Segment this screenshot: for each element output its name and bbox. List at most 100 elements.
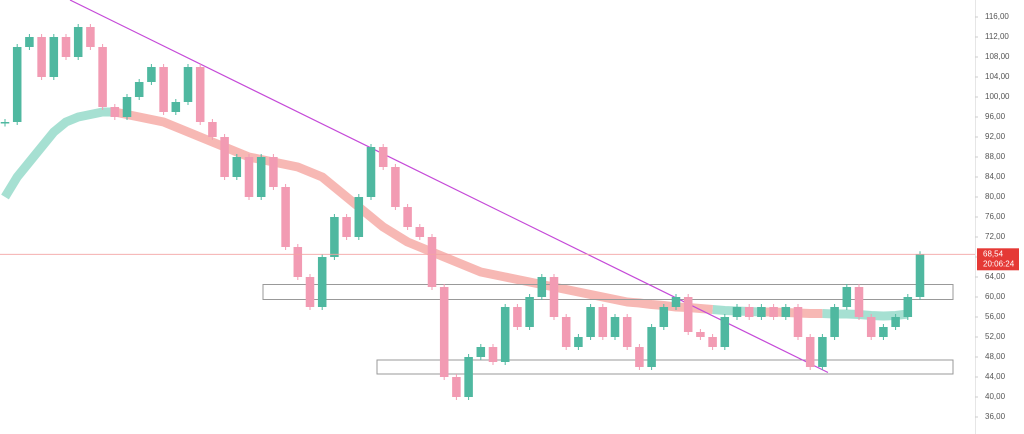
candle	[647, 327, 656, 367]
candle	[281, 187, 290, 247]
y-tick-label: 40,00	[985, 392, 1006, 401]
candle	[256, 157, 266, 197]
candle	[317, 257, 327, 307]
candle	[574, 337, 583, 347]
candle	[586, 307, 595, 337]
candle	[122, 97, 132, 117]
candle	[854, 287, 864, 317]
y-tick-label: 92,00	[985, 132, 1006, 141]
candle	[415, 227, 425, 237]
candle	[147, 67, 156, 82]
candle	[476, 347, 486, 357]
candle	[598, 307, 608, 337]
candle	[549, 277, 559, 317]
countdown: 20:06:24	[983, 259, 1015, 268]
candle	[903, 297, 913, 317]
candle	[25, 37, 34, 47]
candle	[452, 377, 461, 397]
candle	[622, 317, 632, 347]
candle	[220, 137, 229, 177]
candle	[37, 37, 46, 77]
candle	[769, 307, 778, 317]
candle	[378, 147, 388, 167]
candle	[525, 297, 534, 327]
moving-average	[1, 107, 909, 321]
y-tick-label: 104,00	[985, 72, 1010, 81]
y-tick-label: 60,00	[985, 292, 1006, 301]
candle	[342, 217, 351, 237]
candle	[391, 167, 400, 207]
candle	[500, 307, 510, 362]
candle	[842, 287, 852, 307]
trendline	[69, 0, 829, 374]
y-tick-label: 52,00	[985, 332, 1006, 341]
candle	[757, 307, 766, 317]
candle	[537, 277, 547, 297]
candle	[354, 197, 364, 237]
y-tick-label: 48,00	[985, 352, 1006, 361]
candle	[720, 317, 730, 347]
last-price-label: 68,54	[983, 249, 1004, 258]
candle	[110, 107, 120, 117]
candle	[891, 317, 900, 327]
y-tick-label: 80,00	[985, 192, 1006, 201]
candle	[439, 287, 449, 377]
y-tick-label: 76,00	[985, 212, 1006, 221]
candle	[879, 327, 888, 337]
last-price-tag	[977, 248, 1019, 271]
candle	[49, 37, 59, 77]
candle	[293, 247, 303, 277]
candle	[171, 102, 181, 112]
candle	[671, 297, 681, 307]
support-zone	[376, 359, 954, 375]
candle	[269, 157, 278, 187]
candle	[866, 317, 876, 337]
candle	[183, 67, 193, 102]
y-tick-label: 56,00	[985, 312, 1006, 321]
candle	[744, 307, 754, 317]
candle	[12, 47, 22, 122]
candle	[73, 27, 83, 57]
candle	[830, 307, 839, 337]
candle	[305, 277, 315, 307]
candle	[330, 217, 339, 257]
candle	[61, 37, 71, 57]
candle	[159, 67, 168, 112]
candle	[781, 307, 791, 317]
y-tick-label: 96,00	[985, 112, 1006, 121]
y-tick-label: 116,00	[985, 12, 1009, 21]
candle	[561, 317, 571, 347]
candle	[696, 332, 705, 337]
candle	[98, 47, 107, 107]
candle	[86, 27, 95, 47]
candle	[805, 337, 815, 367]
candle	[195, 67, 205, 122]
candle	[208, 122, 217, 137]
candle	[513, 307, 522, 327]
y-tick-label: 36,00	[985, 412, 1006, 421]
candle	[464, 357, 473, 397]
candle	[403, 207, 412, 227]
y-tick-label: 72,00	[985, 232, 1006, 241]
candle	[793, 307, 803, 337]
candle	[683, 297, 693, 332]
candle	[635, 347, 644, 367]
candle	[244, 157, 254, 197]
candle	[708, 337, 717, 347]
y-tick-label: 44,00	[985, 372, 1006, 381]
y-tick-label: 100,00	[985, 92, 1010, 101]
y-tick-label: 84,00	[985, 172, 1006, 181]
candle	[366, 147, 376, 197]
candle	[488, 347, 498, 362]
y-tick-label: 64,00	[985, 272, 1006, 281]
candle	[732, 307, 742, 317]
candle	[610, 317, 620, 337]
candle	[659, 307, 669, 327]
candle	[232, 157, 242, 177]
candle	[427, 237, 437, 287]
y-tick-label: 88,00	[985, 152, 1006, 161]
candle	[134, 82, 144, 97]
y-tick-label: 108,00	[985, 52, 1010, 61]
